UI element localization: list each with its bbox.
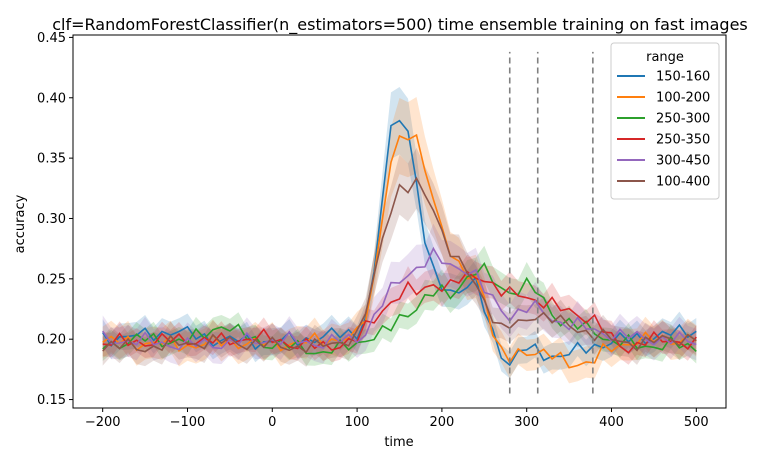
legend: range 150-160 100-200 250-300 250-350 300-450… xyxy=(610,42,720,200)
dashed-reference-lines xyxy=(508,51,594,394)
y-tick-label: 0.30 xyxy=(37,212,66,227)
axes-frame xyxy=(72,34,727,409)
x-tick-label: 300 xyxy=(514,415,539,430)
y-tick-label: 0.35 xyxy=(37,152,66,167)
band-150-160 xyxy=(102,87,697,379)
y-tick-label: 0.25 xyxy=(37,272,66,287)
y-tick-label: 0.15 xyxy=(37,393,66,408)
x-tick-label: 500 xyxy=(684,415,709,430)
series-line-100-200 xyxy=(102,133,697,369)
confidence-bands xyxy=(102,87,697,384)
chart-title: clf=RandomForestClassifier(n_estimators=… xyxy=(52,15,748,35)
legend-label-250-350: 250-350 xyxy=(656,133,710,148)
series-lines xyxy=(102,119,697,369)
legend-label-150-160: 150-160 xyxy=(656,70,710,85)
band-300-450 xyxy=(102,223,697,366)
y-tick-label: 0.40 xyxy=(37,91,66,106)
x-tick-label: 100 xyxy=(345,415,370,430)
legend-label-100-200: 100-200 xyxy=(656,91,710,106)
series-line-300-450 xyxy=(102,246,697,351)
x-tick-label: 400 xyxy=(599,415,624,430)
y-tick-label: 0.20 xyxy=(37,333,66,348)
y-axis-ticks: 0.15 0.20 0.25 0.30 0.35 0.40 0.45 xyxy=(37,31,73,408)
legend-title: range xyxy=(646,50,684,65)
x-tick-label: 200 xyxy=(429,415,454,430)
band-250-300 xyxy=(102,245,697,366)
series-line-250-350 xyxy=(102,270,697,354)
band-100-200 xyxy=(102,97,697,384)
y-axis-label: accuracy xyxy=(13,194,28,253)
band-100-400 xyxy=(102,147,697,367)
x-axis-ticks: −200 −100 0 100 200 300 400 500 xyxy=(85,408,709,430)
legend-label-300-450: 300-450 xyxy=(656,154,710,169)
x-axis-label: time xyxy=(384,435,413,450)
y-tick-label: 0.45 xyxy=(37,31,66,46)
series-line-100-400 xyxy=(102,176,697,354)
legend-label-250-300: 250-300 xyxy=(656,112,710,127)
x-tick-label: −200 xyxy=(85,415,121,430)
x-tick-label: −100 xyxy=(170,415,206,430)
legend-label-100-400: 100-400 xyxy=(656,175,710,190)
x-tick-label: 0 xyxy=(268,415,276,430)
